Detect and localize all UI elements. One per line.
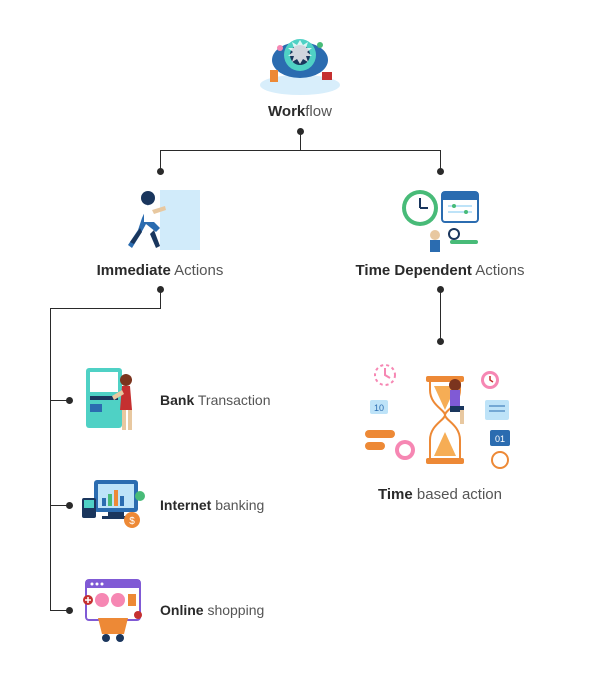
online-shopping-bold: Online: [160, 602, 204, 618]
running-person-icon: [110, 180, 210, 260]
workflow-node: [250, 20, 350, 100]
immediate-actions-light: Actions: [171, 262, 224, 279]
workflow-gear-icon: [250, 20, 350, 100]
connector-dot: [66, 397, 73, 404]
time-dependent-label: Time Dependent Actions: [350, 262, 530, 279]
time-dependent-node: [390, 180, 490, 260]
connector-line: [50, 308, 161, 309]
online-shopping-node: [78, 570, 148, 650]
connector-dot: [157, 168, 164, 175]
connector-dot: [66, 607, 73, 614]
time-based-action-bold: Time: [378, 486, 413, 503]
connector-line: [440, 290, 441, 340]
connector-dot: [437, 338, 444, 345]
clock-calendar-icon: [390, 180, 490, 260]
time-based-action-node: 10 01: [360, 350, 520, 480]
connector-dot: [437, 168, 444, 175]
connector-line: [160, 150, 161, 170]
time-based-action-label: Time based action: [370, 486, 510, 503]
atm-icon: [78, 360, 148, 440]
bank-transaction-bold: Bank: [160, 392, 194, 408]
immediate-actions-bold: Immediate: [97, 262, 171, 279]
immediate-actions-label: Immediate Actions: [90, 262, 230, 279]
connector-line: [50, 308, 51, 610]
online-shopping-light: shopping: [204, 602, 265, 618]
svg-text:01: 01: [495, 434, 505, 444]
online-shopping-icon: [78, 570, 148, 650]
workflow-label: Workflow: [250, 103, 350, 120]
bank-transaction-light: Transaction: [194, 392, 270, 408]
bank-transaction-node: [78, 360, 148, 440]
svg-text:10: 10: [374, 403, 384, 413]
workflow-label-light: flow: [305, 103, 332, 120]
connector-dot: [66, 502, 73, 509]
internet-banking-node: $: [78, 468, 148, 543]
connector-line: [300, 132, 301, 150]
hourglass-icon: 10 01: [360, 350, 520, 480]
connector-line: [160, 290, 161, 308]
connector-line: [160, 150, 441, 151]
workflow-label-bold: Work: [268, 103, 305, 120]
internet-banking-label: Internet banking: [160, 497, 264, 513]
internet-banking-bold: Internet: [160, 497, 211, 513]
bank-transaction-label: Bank Transaction: [160, 392, 271, 408]
online-shopping-label: Online shopping: [160, 602, 264, 618]
time-dependent-light: Actions: [472, 262, 525, 279]
connector-line: [440, 150, 441, 170]
time-based-action-light: based action: [413, 486, 502, 503]
internet-banking-light: banking: [211, 497, 264, 513]
immediate-actions-node: [110, 180, 210, 260]
time-dependent-bold: Time Dependent: [356, 262, 472, 279]
svg-text:$: $: [129, 516, 135, 527]
internet-banking-icon: $: [78, 468, 148, 543]
